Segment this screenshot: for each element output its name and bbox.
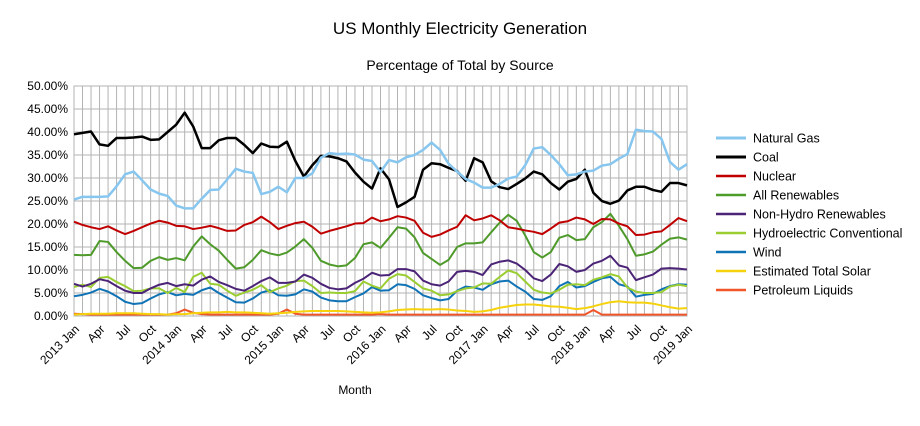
legend-label-natural-gas: Natural Gas (753, 132, 820, 146)
chart-subtitle: Percentage of Total by Source (366, 57, 554, 73)
y-tick-label: 40.00% (27, 125, 68, 139)
y-tick-label: 15.00% (27, 240, 68, 254)
series-line-non-hydro-renewables (73, 254, 688, 294)
plot-border (73, 85, 688, 317)
x-tick-label: Jul (317, 322, 338, 343)
x-tick-label: Jul (419, 322, 440, 343)
y-tick-label: 10.00% (27, 263, 68, 277)
x-tick-label: Apr (187, 322, 210, 345)
x-tick-label: Apr (289, 322, 312, 345)
legend-label-estimated-total-solar: Estimated Total Solar (753, 265, 871, 279)
x-tick-label: Apr (595, 322, 618, 345)
legend-label-nuclear: Nuclear (753, 170, 796, 184)
x-tick-label: Apr (84, 322, 107, 345)
x-tick-label: Jul (215, 322, 236, 343)
y-tick-label: 20.00% (27, 217, 68, 231)
y-tick-label: 5.00% (34, 286, 68, 300)
series-line-natural-gas (73, 128, 688, 210)
x-tick-label: Jul (521, 322, 542, 343)
y-tick-label: 45.00% (27, 102, 68, 116)
y-tick-label: 35.00% (27, 148, 68, 162)
chart-title: US Monthly Electricity Generation (333, 19, 587, 38)
legend-label-hydroelectric-conventional: Hydroelectric Conventional (753, 227, 902, 241)
legend-label-petroleum-liquids: Petroleum Liquids (753, 284, 853, 298)
series-line-nuclear (73, 214, 688, 238)
x-tick-label: 2013 Jan (37, 322, 82, 367)
series-line-hydroelectric-conventional (73, 269, 688, 297)
x-axis-label: Month (338, 383, 371, 397)
y-tick-label: 30.00% (27, 171, 68, 185)
series-line-estimated-total-solar (73, 300, 688, 316)
x-tick-label: Jul (623, 322, 644, 343)
x-tick-label: Jul (112, 322, 133, 343)
legend-label-non-hydro-renewables: Non-Hydro Renewables (753, 208, 886, 222)
series-line-coal (73, 111, 688, 209)
legend: Natural Gas Coal Nuclear All Renewables Non-… (716, 132, 902, 298)
y-tick-label: 50.00% (27, 79, 68, 93)
legend-label-all-renewables: All Renewables (753, 189, 839, 203)
legend-label-coal: Coal (753, 151, 779, 165)
plot-area (73, 111, 688, 316)
y-tick-label: 0.00% (34, 309, 68, 323)
y-tick-label: 25.00% (27, 194, 68, 208)
x-tick-label: Apr (493, 322, 516, 345)
y-axis: 0.00% 5.00% 10.00% 15.00% 20.00% 25.00% 30.00%… (27, 79, 68, 323)
legend-label-wind: Wind (753, 246, 782, 260)
x-tick-label: Apr (391, 322, 414, 345)
series-line-all-renewables (73, 212, 688, 270)
